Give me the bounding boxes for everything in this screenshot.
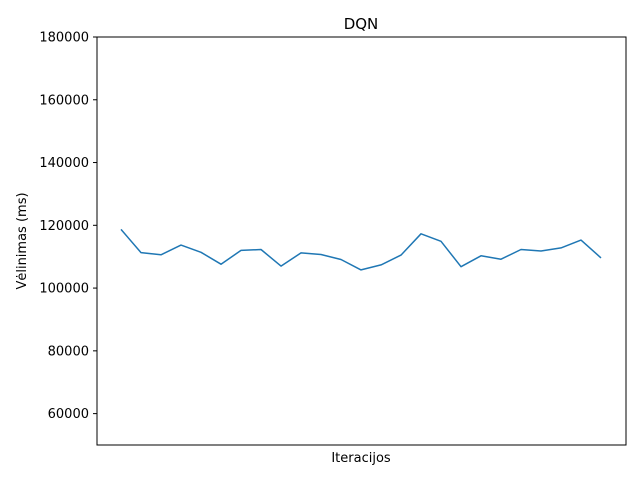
y-tick-label: 80000 (48, 344, 89, 359)
y-axis-label: Vėlinimas (ms) (15, 192, 30, 289)
y-tick-label: 160000 (39, 93, 89, 108)
y-tick-label: 60000 (48, 407, 89, 422)
plot-frame (96, 36, 627, 446)
chart-title: DQN (344, 15, 379, 33)
y-tick-label: 180000 (39, 31, 89, 46)
y-axis-ticks: 60000 80000 100000 120000 140000 160000 180000 (39, 31, 97, 422)
y-tick-label: 140000 (39, 156, 89, 171)
series-line (120, 228, 602, 271)
x-axis-label: Iteracijos (331, 451, 391, 466)
series-layer (120, 228, 602, 271)
y-tick-label: 120000 (39, 219, 89, 234)
y-tick-label: 100000 (39, 282, 89, 297)
